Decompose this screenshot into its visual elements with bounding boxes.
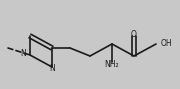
Text: N: N bbox=[49, 64, 55, 73]
Text: NH₂: NH₂ bbox=[105, 60, 119, 69]
Text: OH: OH bbox=[161, 40, 173, 49]
Text: O: O bbox=[131, 30, 137, 39]
Text: N: N bbox=[20, 49, 26, 57]
